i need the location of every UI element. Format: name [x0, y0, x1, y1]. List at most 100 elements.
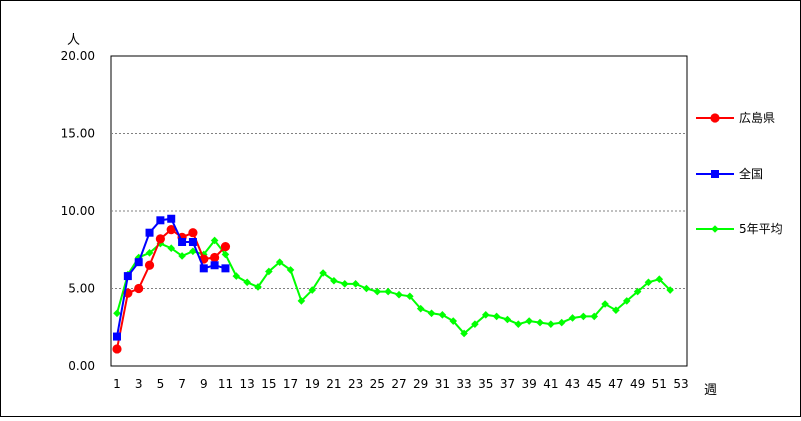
data-point — [373, 287, 382, 296]
data-point — [547, 320, 555, 328]
data-point — [145, 228, 154, 237]
x-tick-label: 35 — [478, 377, 493, 391]
x-tick-label: 45 — [587, 377, 602, 391]
data-point — [471, 320, 479, 328]
x-tick-label: 17 — [283, 377, 298, 391]
series-line — [116, 238, 671, 335]
data-point — [622, 297, 631, 305]
data-point — [220, 242, 231, 252]
x-tick-label: 49 — [630, 377, 645, 391]
legend-label: 全国 — [739, 166, 763, 181]
data-point — [330, 276, 338, 285]
legend-entry: 広島県 — [696, 110, 775, 125]
data-point — [167, 214, 176, 223]
data-point — [395, 290, 403, 299]
data-point — [416, 304, 425, 313]
data-point — [134, 258, 143, 267]
data-point — [113, 309, 121, 318]
legend-marker — [710, 113, 720, 123]
y-tick-label: 10.00 — [61, 204, 95, 218]
data-point — [210, 261, 219, 270]
data-point — [590, 312, 599, 321]
data-point — [112, 344, 122, 354]
data-point — [427, 309, 436, 318]
x-tick-label: 11 — [218, 377, 233, 391]
x-tick-label: 31 — [435, 377, 450, 391]
x-tick-label: 47 — [608, 377, 623, 391]
data-point — [123, 272, 132, 281]
y-unit-label: 人 — [67, 33, 80, 48]
data-point — [188, 228, 198, 238]
series-diamond — [113, 236, 674, 338]
data-point — [243, 278, 251, 287]
data-point — [134, 253, 143, 262]
x-tick-label: 7 — [178, 377, 186, 391]
legend-marker — [711, 170, 719, 178]
data-point — [254, 283, 262, 291]
data-point — [568, 314, 577, 322]
x-tick-label: 43 — [565, 377, 580, 391]
x-tick-label: 19 — [305, 377, 320, 391]
data-point — [275, 258, 284, 266]
x-tick-label: 13 — [240, 377, 255, 391]
data-point — [113, 332, 121, 341]
data-point — [265, 267, 273, 276]
data-point — [384, 287, 392, 296]
series-layer — [112, 214, 674, 354]
x-tick-label: 5 — [157, 377, 165, 391]
x-tick-label: 15 — [261, 377, 276, 391]
data-point — [438, 311, 447, 319]
data-point — [210, 236, 219, 245]
data-point — [460, 329, 468, 338]
data-point — [155, 234, 165, 244]
data-point — [655, 275, 664, 283]
x-unit-label: 週 — [704, 383, 717, 398]
data-point — [351, 280, 360, 288]
data-point — [210, 252, 220, 263]
legend-label: 広島県 — [739, 110, 775, 125]
data-point — [666, 286, 674, 294]
data-point — [633, 287, 642, 296]
x-tick-label: 33 — [456, 377, 471, 391]
data-point — [145, 249, 154, 257]
legend-entry: 5年平均 — [696, 222, 783, 236]
y-tick-label: 0.00 — [68, 359, 95, 373]
x-tick-label: 29 — [413, 377, 428, 391]
data-point — [362, 284, 371, 293]
data-point — [492, 312, 501, 321]
data-point — [199, 264, 208, 273]
data-point — [188, 238, 197, 246]
data-point — [557, 318, 566, 327]
data-point — [167, 244, 176, 252]
legend-label: 5年平均 — [739, 222, 783, 236]
x-tick-label: 51 — [652, 377, 667, 391]
x-tick-label: 27 — [391, 377, 406, 391]
x-tick-label: 41 — [543, 377, 558, 391]
x-tick-label: 1 — [113, 377, 121, 391]
x-tick-label: 39 — [522, 377, 537, 391]
data-point — [340, 280, 349, 288]
data-point — [156, 216, 165, 225]
data-point — [297, 297, 306, 305]
x-tick-label: 53 — [673, 377, 688, 391]
legend-marker — [711, 225, 719, 233]
data-point — [536, 318, 544, 327]
data-point — [221, 264, 230, 273]
y-tick-label: 15.00 — [61, 127, 95, 141]
data-point — [221, 250, 230, 259]
data-point — [503, 315, 512, 324]
y-tick-label: 5.00 — [68, 282, 95, 296]
data-point — [449, 317, 458, 325]
data-point — [286, 266, 295, 274]
data-point — [579, 312, 588, 321]
data-point — [525, 317, 533, 325]
data-point — [612, 306, 620, 314]
data-point — [308, 286, 317, 294]
legend-entry: 全国 — [696, 166, 763, 181]
data-point — [178, 238, 187, 246]
data-point — [134, 283, 144, 294]
x-tick-label: 25 — [370, 377, 385, 391]
data-point — [644, 278, 653, 287]
x-tick-label: 37 — [500, 377, 515, 391]
